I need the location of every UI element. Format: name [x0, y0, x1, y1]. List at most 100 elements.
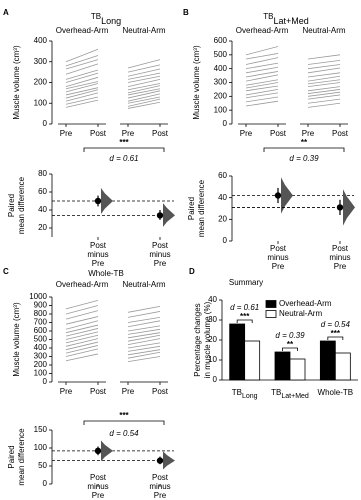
diff-y-tick-label: 40 — [38, 205, 47, 214]
subject-line — [127, 351, 161, 359]
mean-difference-dot — [274, 192, 282, 199]
diff-x-label: Post — [90, 241, 107, 250]
diff-y-axis-label: Paired — [7, 194, 16, 217]
significance-bracket — [83, 147, 165, 152]
x-tick-label-main: TB — [232, 388, 242, 397]
subject-line — [245, 62, 279, 70]
subject-line — [65, 348, 99, 357]
subject-line — [65, 328, 99, 337]
bootstrap-distribution — [163, 451, 175, 470]
subject-line — [127, 96, 161, 104]
subject-line — [127, 93, 161, 102]
x-tick-label: Pre — [240, 129, 253, 138]
subject-line — [65, 300, 99, 310]
bootstrap-distribution — [343, 189, 355, 226]
significance: *** — [331, 329, 341, 338]
significance: ** — [287, 340, 294, 349]
diff-x-label: Post — [152, 241, 169, 250]
legend-swatch — [265, 300, 277, 308]
effect-size: d = 0.54 — [109, 429, 139, 438]
diff-x-label: Pre — [334, 262, 347, 271]
diff-x-label: Pre — [92, 491, 105, 500]
y-tick-label: 300 — [34, 57, 48, 66]
subject-line — [245, 66, 279, 74]
y-axis-label: Percentage changes — [193, 303, 202, 376]
group-name: Overhead-Arm — [236, 26, 289, 35]
subject-line — [127, 88, 161, 96]
subject-line — [65, 89, 99, 99]
subject-line — [245, 92, 279, 99]
subject-line — [307, 89, 341, 94]
subject-line — [65, 305, 99, 315]
x-tick-label: Post — [152, 129, 169, 138]
y-tick-label: 300 — [214, 78, 228, 87]
bar — [244, 340, 261, 381]
diff-y-tick-label: 0 — [43, 479, 48, 488]
y-tick-label: 30 — [208, 315, 217, 324]
y-tick-label: 500 — [34, 335, 48, 344]
panel-title-main: TB — [263, 12, 273, 21]
diff-x-label: Post — [270, 244, 287, 253]
subject-line — [245, 71, 279, 78]
mean-difference-dot — [156, 457, 164, 464]
panel-title-main: TB — [91, 12, 101, 21]
subject-line — [65, 320, 99, 330]
subject-line — [127, 325, 161, 332]
significance: *** — [119, 138, 129, 147]
subject-line — [127, 90, 161, 99]
x-tick-label-main: TB — [271, 388, 281, 397]
subject-line — [307, 94, 341, 100]
mean-difference-dot — [94, 447, 102, 455]
subject-line — [127, 75, 161, 83]
y-axis-label: Muscle volume (cm³) — [12, 45, 21, 120]
bootstrap-distribution — [101, 440, 113, 462]
subject-line — [65, 324, 99, 334]
subject-line — [65, 341, 99, 351]
subject-line — [127, 305, 161, 313]
subject-line — [65, 338, 99, 347]
subject-line — [245, 57, 279, 65]
group-name: Overhead-Arm — [56, 26, 109, 35]
y-tick-label: 400 — [214, 64, 228, 73]
effect-size: d = 0.61 — [230, 303, 259, 312]
bootstrap-distribution — [163, 203, 175, 227]
mean-difference-dot — [336, 204, 344, 211]
subject-line — [245, 100, 279, 107]
x-tick-label: Pre — [302, 129, 315, 138]
mean-difference-dot — [94, 197, 102, 205]
diff-y-tick-label: 0 — [223, 236, 228, 245]
x-tick-label: TBLong — [232, 388, 258, 400]
y-tick-label: 0 — [43, 377, 48, 386]
subject-line — [127, 320, 161, 328]
subject-line — [65, 81, 99, 90]
subject-line — [307, 102, 341, 108]
x-tick-label-sub: Lat+Med — [281, 393, 309, 400]
group-name: Neutral-Arm — [122, 26, 165, 35]
subject-line — [65, 76, 99, 88]
diff-y-tick-label: 60 — [38, 187, 47, 196]
subject-line — [307, 59, 341, 65]
diff-x-label: Pre — [154, 259, 167, 268]
diff-y-axis-label: mean difference — [17, 176, 26, 234]
subject-line — [127, 83, 161, 91]
subject-line — [307, 98, 341, 104]
x-tick-label: Post — [332, 129, 349, 138]
x-tick-label: Pre — [122, 129, 135, 138]
effect-size: d = 0.39 — [275, 331, 305, 340]
subject-line — [65, 99, 99, 108]
subject-line — [65, 72, 99, 83]
panel-label: C — [3, 267, 9, 276]
subject-line — [127, 85, 161, 94]
panel-title-sub: Long — [101, 16, 121, 26]
y-tick-label: 40 — [208, 295, 217, 304]
diff-y-tick-label: 80 — [38, 169, 47, 178]
subject-line — [245, 85, 279, 92]
subject-line — [127, 349, 161, 356]
bootstrap-distribution — [101, 188, 113, 214]
subject-line — [127, 78, 161, 88]
subject-line — [65, 331, 99, 340]
subject-line — [65, 83, 99, 93]
subject-line — [127, 59, 161, 69]
y-tick-label: 1000 — [29, 292, 47, 301]
subject-line — [127, 311, 161, 318]
